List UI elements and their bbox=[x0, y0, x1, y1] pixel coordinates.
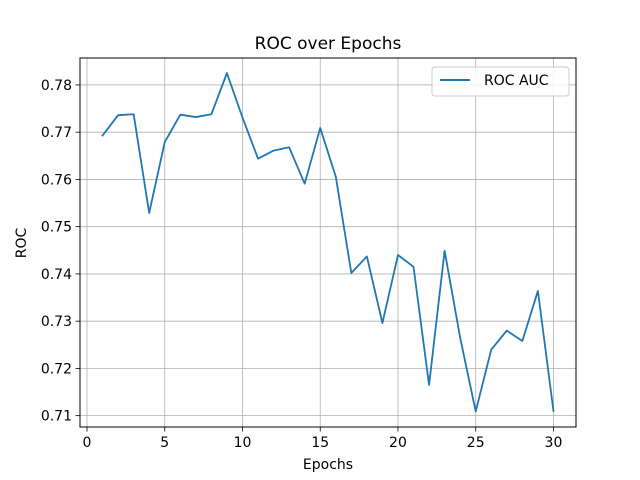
y-tick-label: 0.73 bbox=[41, 314, 72, 330]
legend-label: ROC AUC bbox=[484, 73, 549, 89]
plot-frame bbox=[79, 57, 577, 428]
x-tick-label: 20 bbox=[389, 435, 407, 451]
x-tick-label: 10 bbox=[234, 435, 252, 451]
x-tick-label: 30 bbox=[545, 435, 563, 451]
legend-box bbox=[431, 66, 570, 97]
legend: ROC AUC bbox=[431, 66, 570, 97]
x-axis-title: Epochs bbox=[303, 457, 353, 473]
series-line-roc-auc bbox=[101, 72, 555, 413]
x-tick-label: 15 bbox=[311, 435, 329, 451]
y-tick-label: 0.74 bbox=[41, 267, 72, 283]
x-tick-label: 25 bbox=[467, 435, 485, 451]
y-tick-label: 0.76 bbox=[41, 172, 72, 188]
y-tick-label: 0.71 bbox=[41, 409, 72, 425]
axis-ticks: 0 5 10 15 20 25 30 0.71 0.72 0.73 0.74 0.75 0.76 0.77… bbox=[41, 78, 563, 451]
y-tick-label: 0.78 bbox=[41, 78, 72, 94]
series-layer bbox=[101, 72, 555, 413]
x-tick-label: 0 bbox=[83, 435, 92, 451]
y-tick-label: 0.72 bbox=[41, 361, 72, 377]
x-tick-label: 5 bbox=[160, 435, 169, 451]
chart-title: ROC over Epochs bbox=[255, 34, 402, 54]
y-axis-title: ROC bbox=[14, 228, 30, 259]
y-tick-label: 0.75 bbox=[41, 220, 72, 236]
y-tick-label: 0.77 bbox=[41, 125, 72, 141]
